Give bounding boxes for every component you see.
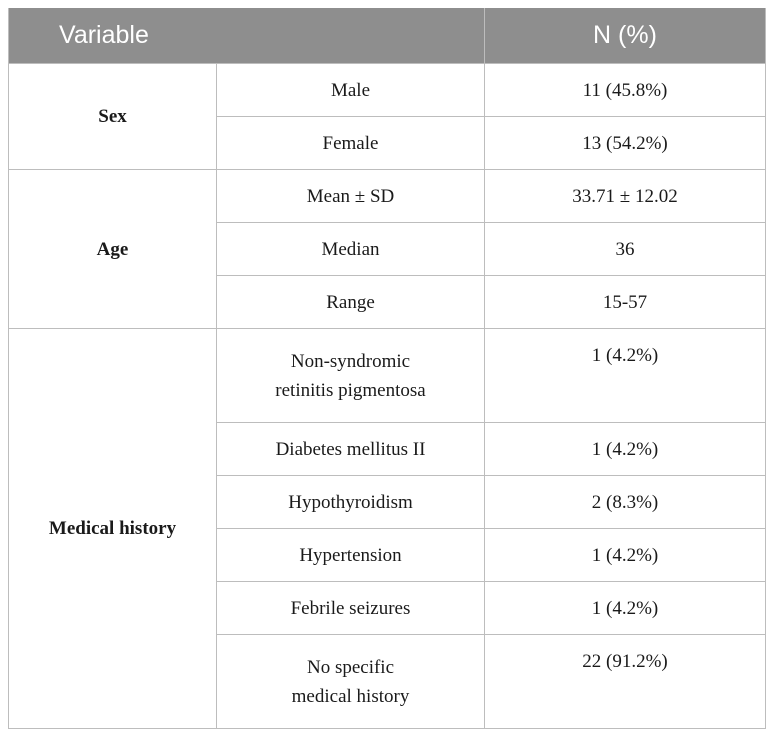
row-value: 36 bbox=[484, 222, 766, 276]
group-label-medical-history: Medical history bbox=[8, 328, 217, 729]
row-label-line: medical history bbox=[291, 685, 410, 707]
row-label: Hypothyroidism bbox=[216, 475, 485, 529]
row-label: Hypertension bbox=[216, 528, 485, 582]
row-value: 1 (4.2%) bbox=[484, 328, 766, 423]
row-label: No specific medical history bbox=[216, 634, 485, 729]
header-variable: Variable bbox=[8, 8, 485, 64]
row-value: 33.71 ± 12.02 bbox=[484, 169, 766, 223]
row-value: 13 (54.2%) bbox=[484, 116, 766, 170]
table-row: Range 15-57 bbox=[9, 275, 766, 329]
row-label-line: retinitis pigmentosa bbox=[275, 379, 426, 401]
row-label-line: No specific bbox=[306, 656, 395, 678]
table-row: Medical history Non-syndromic retinitis … bbox=[8, 328, 766, 729]
row-label: Female bbox=[216, 116, 485, 170]
table-row: Female 13 (54.2%) bbox=[9, 116, 766, 170]
row-label: Non-syndromic retinitis pigmentosa bbox=[216, 328, 485, 423]
row-label: Male bbox=[216, 63, 485, 117]
row-value: 1 (4.2%) bbox=[484, 528, 766, 582]
group-label-age: Age bbox=[8, 169, 217, 329]
table-row: Age Mean ± SD 33.71 ± 12.02 bbox=[8, 169, 766, 329]
row-label-line: Non-syndromic bbox=[290, 350, 411, 372]
row-label: Median bbox=[216, 222, 485, 276]
table-row: Hypothyroidism 2 (8.3%) bbox=[9, 475, 766, 529]
header-n-percent: N (%) bbox=[484, 8, 766, 64]
row-label: Range bbox=[216, 275, 485, 329]
row-label: Mean ± SD bbox=[216, 169, 485, 223]
row-label: Diabetes mellitus II bbox=[216, 422, 485, 476]
table-header-row: Variable N (%) bbox=[8, 8, 766, 64]
data-table-container: Variable N (%) Sex Male 11 (45.8%) Femal… bbox=[8, 8, 766, 729]
row-value: 22 (91.2%) bbox=[484, 634, 766, 729]
row-value: 1 (4.2%) bbox=[484, 581, 766, 635]
table-row: Diabetes mellitus II 1 (4.2%) bbox=[9, 422, 766, 476]
group-label-sex: Sex bbox=[8, 63, 217, 170]
demographics-table: Variable N (%) Sex Male 11 (45.8%) Femal… bbox=[8, 8, 766, 729]
table-row: Hypertension 1 (4.2%) bbox=[9, 528, 766, 582]
row-value: 1 (4.2%) bbox=[484, 422, 766, 476]
row-label: Febrile seizures bbox=[216, 581, 485, 635]
row-value: 15-57 bbox=[484, 275, 766, 329]
table-row: Sex Male 11 (45.8%) bbox=[8, 63, 766, 170]
row-value: 11 (45.8%) bbox=[484, 63, 766, 117]
table-row: Median 36 bbox=[9, 222, 766, 276]
row-value: 2 (8.3%) bbox=[484, 475, 766, 529]
table-row: Febrile seizures 1 (4.2%) bbox=[9, 581, 766, 635]
